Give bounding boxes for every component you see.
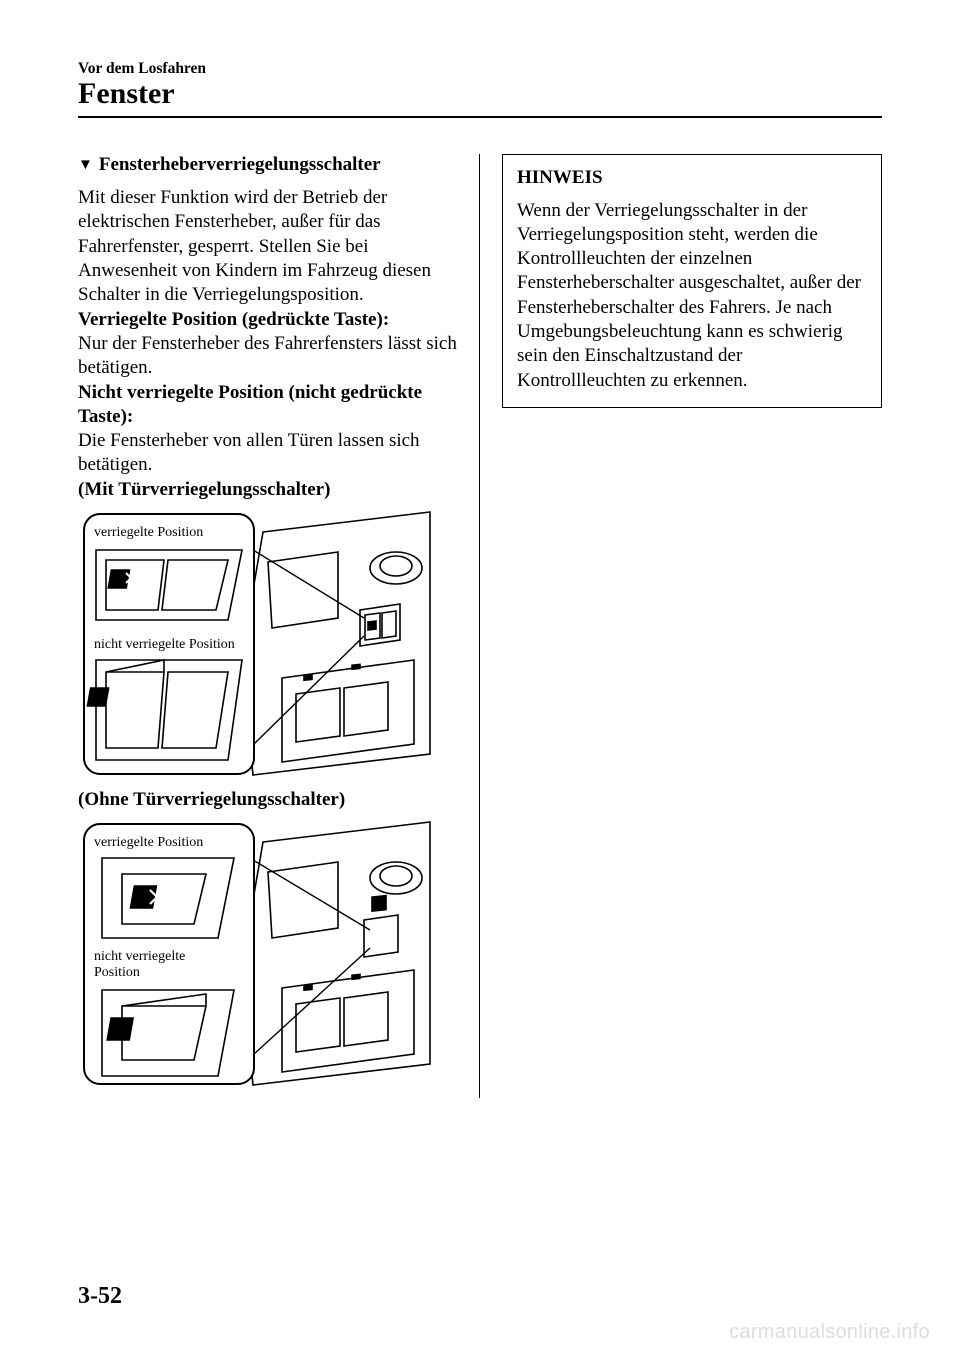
intro-paragraph: Mit dieser Funktion wird der Betrieb der…	[78, 186, 457, 308]
subheading-text: Fensterheberverriegelungsschalter	[99, 154, 381, 176]
hinweis-body: Wenn der Verriegelungsschalter in der Ve…	[517, 199, 867, 394]
hinweis-box: HINWEIS Wenn der Verriegelungsschalter i…	[502, 154, 882, 409]
hinweis-title: HINWEIS	[517, 167, 867, 189]
header-crumb: Vor dem Losfahren	[78, 60, 882, 78]
locked-head: Verriegelte Position (gedrückte Taste):	[78, 308, 457, 332]
unlocked-body: Die Fensterheber von allen Türen lassen …	[78, 429, 457, 478]
fig2-label-locked: verriegelte Position	[94, 835, 203, 850]
fig1-label-unlocked: nicht verriegelte Position	[94, 637, 235, 652]
column-left: ▼ Fensterheberverriegelungsschalter Mit …	[78, 154, 480, 1099]
figure-without-door-lock: verriegelte Position nicht verriegelte P…	[78, 820, 457, 1090]
page-header: Vor dem Losfahren Fenster	[78, 60, 882, 118]
subheading: ▼ Fensterheberverriegelungsschalter	[78, 154, 457, 177]
figure-with-door-lock: verriegelte Position nicht verriegelte P…	[78, 510, 457, 780]
fig1-label-locked: verriegelte Position	[94, 525, 203, 540]
page-number: 3-52	[78, 1283, 122, 1310]
figure-caption-2: (Ohne Türverriegelungsschalter)	[78, 788, 457, 812]
header-title: Fenster	[78, 78, 882, 110]
content-columns: ▼ Fensterheberverriegelungsschalter Mit …	[78, 154, 882, 1099]
column-right: HINWEIS Wenn der Verriegelungsschalter i…	[480, 154, 882, 1099]
down-triangle-icon: ▼	[78, 154, 93, 177]
svg-text:Position: Position	[94, 965, 140, 980]
unlocked-head: Nicht verriegelte Position (nicht gedrüc…	[78, 381, 457, 430]
locked-body: Nur der Fensterheber des Fahrerfensters …	[78, 332, 457, 381]
watermark: carmanualsonline.info	[729, 1321, 930, 1344]
figure-caption-1: (Mit Türverriegelungsschalter)	[78, 478, 457, 502]
svg-text:nicht verriegelte: nicht verriegelte	[94, 949, 185, 964]
